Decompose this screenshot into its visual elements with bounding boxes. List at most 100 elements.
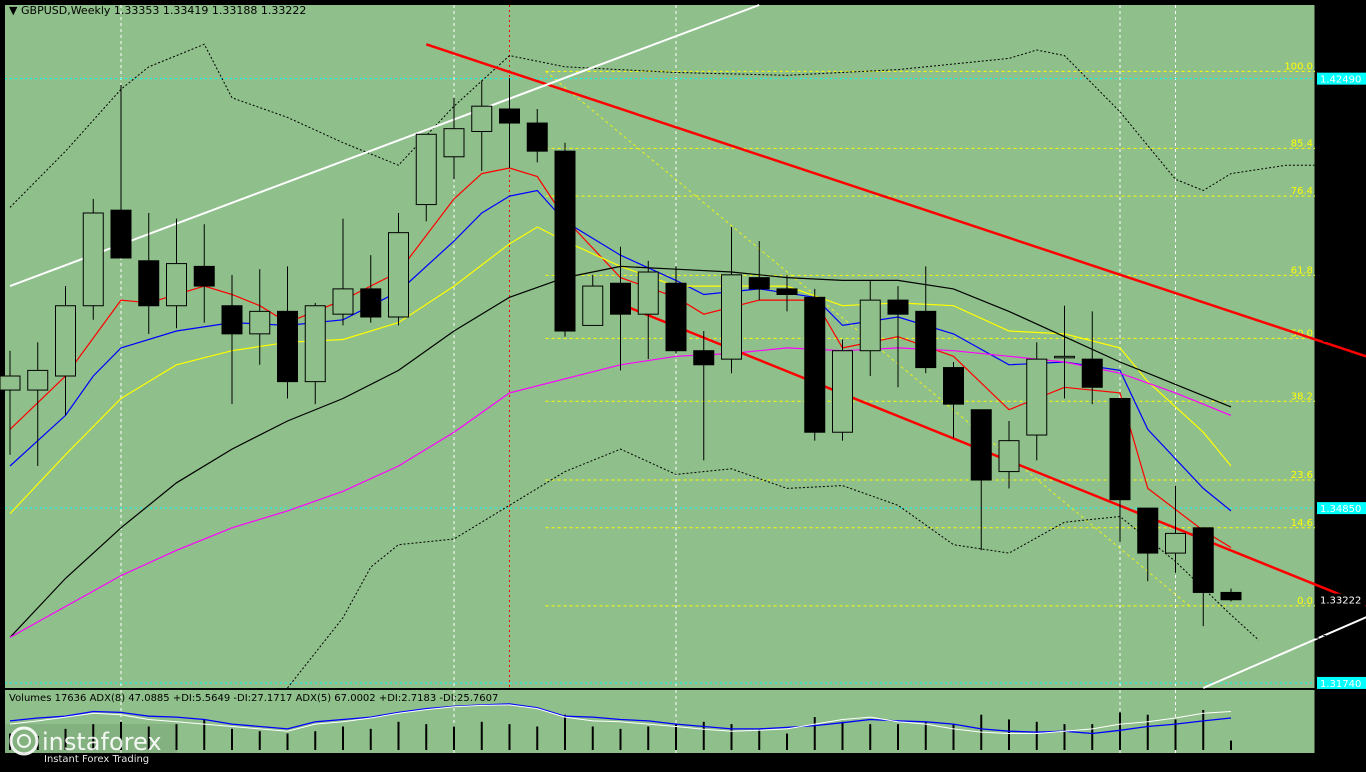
date-label: 30 May 2021	[477, 755, 542, 766]
date-label: 14 Nov 2021	[1143, 755, 1207, 766]
candle-body-bear	[749, 278, 769, 289]
price-tick-label: 1.37880	[1322, 334, 1363, 345]
date-label: 9 May 2021	[397, 755, 456, 766]
fib-level-label: 23.6	[1291, 470, 1313, 481]
candle-body-bull	[833, 351, 853, 433]
price-tick-label: 1.32540	[1322, 634, 1363, 645]
candle-body-bull	[250, 311, 270, 333]
indicator-tick-zero: 0	[1318, 741, 1324, 752]
fib-level-label: 38.2	[1291, 391, 1313, 402]
candle	[555, 143, 575, 337]
candle-body-bull	[1027, 359, 1047, 435]
candle-body-bull	[860, 300, 880, 351]
fib-level-label: 100.0	[1284, 61, 1313, 72]
date-label: 1 Aug 2021	[730, 755, 788, 766]
price-tick-label: 1.40850	[1322, 167, 1363, 178]
price-tick-label: 1.34320	[1322, 534, 1363, 545]
price-tick-label: 1.37290	[1322, 367, 1363, 378]
date-label: 12 Sep 2021	[894, 755, 957, 766]
price-tick-label: 1.35510	[1322, 467, 1363, 478]
candle-body-bear	[611, 283, 631, 314]
indicator-info: Volumes 17636 ADX(8) 47.0885 +DI:5.5649 …	[9, 693, 498, 704]
price-tick-label: 1.39670	[1322, 233, 1363, 244]
watermark: instaforex Instant Forex Trading	[5, 724, 177, 765]
candle-body-bear	[139, 261, 159, 306]
candle	[833, 339, 853, 440]
date-label: 11 Jul 2021	[648, 755, 705, 766]
candle-body-bear	[805, 297, 825, 432]
symbol-info: GBPUSD,Weekly 1.33353 1.33419 1.33188 1.…	[21, 4, 306, 17]
main-plot-area[interactable]	[5, 5, 1315, 688]
candle-body-bear	[888, 300, 908, 314]
price-tick-label: 1.42040	[1322, 100, 1363, 111]
candle-body-bear	[971, 410, 991, 480]
date-label: 20 Jun 2021	[563, 755, 623, 766]
candle-body-bull	[28, 370, 48, 390]
candle-body-bear	[361, 289, 381, 317]
candle-body-bear	[500, 109, 520, 123]
candle-body-bull	[389, 233, 409, 317]
candle-body-bear	[1221, 592, 1241, 599]
candle-body-bear	[111, 210, 131, 258]
candle-body-bull	[416, 134, 436, 204]
candle-body-bull	[999, 441, 1019, 472]
cyan-level-label: 1.34850	[1320, 504, 1361, 515]
date-label: 18 Apr 2021	[312, 755, 374, 766]
watermark-tagline: Instant Forex Trading	[44, 754, 149, 765]
candle-body-bear	[1138, 508, 1158, 553]
candle-body-bull	[1055, 356, 1075, 358]
candle-body-bull	[583, 286, 603, 325]
date-label: 22 Aug 2021	[810, 755, 874, 766]
candle-body-bull	[472, 106, 492, 131]
candle-body-bull	[305, 306, 325, 382]
date-label: 24 Oct 2021	[1061, 755, 1123, 766]
fib-level-label: 85.4	[1291, 138, 1313, 149]
indicator-tick-max: 312898	[1318, 721, 1356, 732]
date-label: 28 Mar 2021	[228, 755, 291, 766]
price-tick-label: 1.41450	[1322, 133, 1363, 144]
fib-level-label: 0.0	[1297, 596, 1313, 607]
price-tick-label: 1.39070	[1322, 267, 1363, 278]
candle-body-bull	[444, 129, 464, 157]
candle-body-bull	[56, 306, 76, 376]
cyan-level-label: 1.31740	[1320, 679, 1361, 690]
fib-level-label: 61.8	[1291, 265, 1313, 276]
price-tick-label: 1.38480	[1322, 300, 1363, 311]
candle-body-bear	[777, 289, 797, 295]
candle-body-bear	[916, 311, 936, 367]
price-tick-label: 1.33730	[1322, 567, 1363, 578]
date-label: 3 Oct 2021	[981, 755, 1036, 766]
candle-body-bull	[638, 272, 658, 314]
candle-body-bull	[1166, 533, 1186, 553]
candle-body-bear	[1082, 359, 1102, 387]
candle-body-bull	[83, 213, 103, 306]
price-tick-label: 1.36700	[1322, 400, 1363, 411]
current-price-label: 1.33222	[1320, 596, 1361, 607]
cyan-level-label: 1.42490	[1320, 75, 1361, 86]
fib-level-label: 14.6	[1291, 518, 1313, 529]
price-tick-label: 1.43230	[1322, 33, 1363, 44]
candle-body-bull	[333, 289, 353, 314]
candle-body-bear	[555, 151, 575, 331]
candle-body-bear	[278, 311, 298, 381]
candle-body-bull	[0, 376, 20, 390]
candle-body-bull	[722, 275, 742, 359]
candle-body-bull	[167, 264, 187, 306]
watermark-brand: instaforex	[42, 728, 162, 756]
candle-body-bear	[1110, 398, 1130, 499]
candle-body-bear	[666, 283, 686, 350]
fib-level-label: 76.4	[1291, 186, 1313, 197]
price-tick-label: 1.36100	[1322, 434, 1363, 445]
candle-body-bear	[527, 123, 547, 151]
candle	[83, 199, 103, 320]
price-tick-label: 1.40260	[1322, 200, 1363, 211]
symbol-menu-arrow[interactable]: ▼	[9, 4, 18, 17]
candle-body-bear	[1193, 528, 1213, 593]
candle	[805, 289, 825, 441]
candle-body-bear	[222, 306, 242, 334]
candle-body-bear	[694, 351, 714, 365]
candle-body-bear	[194, 266, 214, 286]
candle-body-bear	[944, 368, 964, 405]
